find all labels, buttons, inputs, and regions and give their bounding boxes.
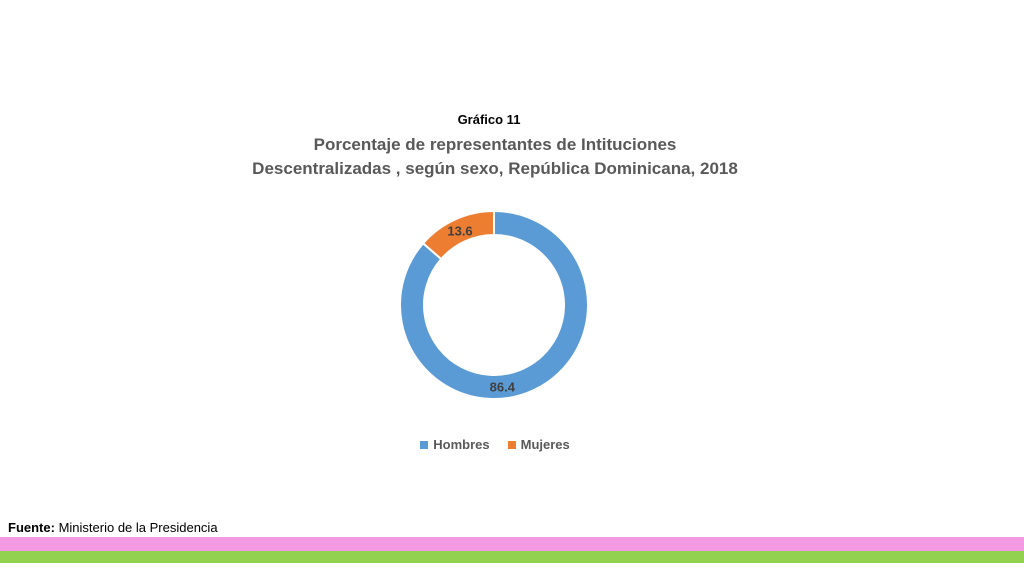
legend-label-mujeres: Mujeres bbox=[520, 437, 570, 452]
slice-label-mujeres: 13.6 bbox=[447, 223, 472, 238]
slice-mujeres bbox=[421, 209, 495, 261]
slice-label-hombres: 86.4 bbox=[490, 380, 516, 395]
source-note: Fuente: Ministerio de la Presidencia bbox=[8, 520, 218, 535]
source-value: Ministerio de la Presidencia bbox=[58, 520, 218, 535]
chart-title-line-2: Descentralizadas , según sexo, República… bbox=[252, 159, 738, 178]
decorative-band-pink bbox=[0, 537, 1024, 551]
chart-title: Porcentaje de representantes de Intituci… bbox=[0, 133, 990, 181]
decorative-band-green bbox=[0, 551, 1024, 563]
chart-title-line-1: Porcentaje de representantes de Intituci… bbox=[313, 135, 677, 154]
chart-legend: Hombres Mujeres bbox=[0, 437, 990, 452]
legend-swatch-hombres bbox=[420, 440, 429, 449]
figure-label: Gráfico 11 bbox=[457, 112, 521, 127]
slice-hombres bbox=[399, 209, 589, 400]
legend-item-hombres: Hombres bbox=[420, 437, 490, 452]
legend-item-mujeres: Mujeres bbox=[507, 437, 570, 452]
doughnut-chart: 86.4 13.6 bbox=[399, 209, 589, 400]
legend-swatch-mujeres bbox=[507, 440, 516, 449]
source-key: Fuente: bbox=[8, 520, 55, 535]
legend-label-hombres: Hombres bbox=[433, 437, 490, 452]
